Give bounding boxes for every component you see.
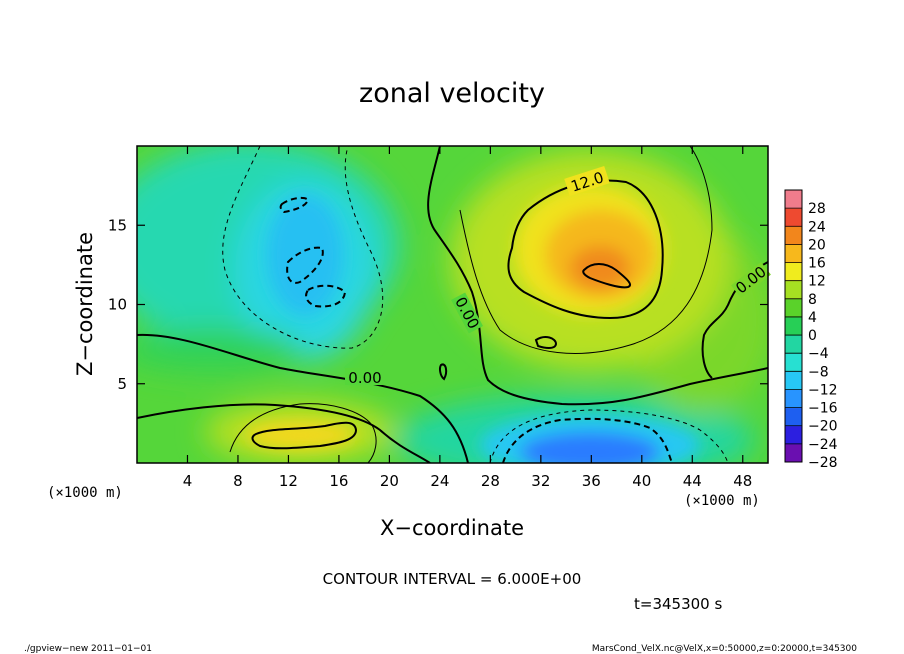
- colorbar-swatch: [785, 190, 802, 209]
- footer-left: ./gpview−new 2011−01−01: [24, 644, 152, 654]
- y-tick-label: 5: [117, 375, 127, 393]
- x-tick-label: 32: [531, 472, 550, 490]
- x-tick-label: 24: [430, 472, 449, 490]
- colorbar-swatch: [785, 262, 802, 282]
- x-tick-label: 20: [380, 472, 399, 490]
- colorbar-swatch: [785, 389, 802, 409]
- zero-contour-line: [427, 146, 768, 406]
- chart-title: zonal velocity: [359, 78, 545, 109]
- colorbar-swatch: [785, 425, 802, 445]
- x-tick-label: 8: [233, 472, 243, 490]
- y-axis: 5 10 15: [108, 216, 768, 393]
- colorbar-swatch: [785, 280, 802, 300]
- y-tick-label: 15: [108, 216, 127, 234]
- colorbar-label: 20: [808, 237, 826, 253]
- y-axis-label: Z−coordinate: [73, 232, 97, 376]
- thin-contour-dashed: [222, 146, 384, 349]
- colorbar-label: 24: [808, 219, 826, 235]
- zero-contour-line: [137, 403, 431, 463]
- colorbar-swatch: [785, 371, 802, 390]
- colorbar-label: 4: [808, 310, 817, 326]
- colorbar-label: 28: [808, 201, 826, 217]
- field-region-left-blue: [267, 195, 343, 315]
- time-text: t=345300 s: [634, 595, 722, 613]
- small-contour-blob: [534, 336, 558, 349]
- field-region-lower-left-yellow: [245, 421, 355, 449]
- colorbar-swatch: [785, 244, 802, 264]
- x-tick-label: 48: [733, 472, 752, 490]
- contour-interval-text: CONTOUR INTERVAL = 6.000E+00: [323, 570, 582, 588]
- x-unit-label-right: (×1000 m): [684, 493, 760, 509]
- colorbar-label: 8: [808, 292, 817, 308]
- negative-contour-dashed: [502, 417, 673, 463]
- x-tick-label: 28: [481, 472, 500, 490]
- x-tick-label: 16: [329, 472, 348, 490]
- colorbar-swatch: [785, 226, 802, 245]
- x-tick-label: 4: [183, 472, 193, 490]
- contour-label: 0.00: [348, 369, 381, 387]
- zero-contour-line: [137, 333, 469, 463]
- colorbar-label: −8: [808, 364, 829, 380]
- x-tick-label: 12: [279, 472, 298, 490]
- thin-contour-positive: [229, 403, 377, 463]
- x-axis: 4 8 12 16 20 24 28 32 36 40 44 48: [183, 146, 752, 490]
- negative-contour-dashed: [286, 246, 324, 284]
- x-axis-label: X−coordinate: [380, 516, 524, 540]
- colorbar: 28 24 20 16 12 8 4 0 −4 −8 −12 −16 −20 −24 −28: [784, 189, 838, 471]
- colorbar-label: 0: [808, 328, 817, 344]
- x-tick-label: 36: [582, 472, 601, 490]
- colorbar-label: −28: [808, 455, 838, 471]
- y-tick-label: 10: [108, 296, 127, 314]
- colorbar-label: 12: [808, 274, 826, 290]
- colorbar-label: −4: [808, 346, 829, 362]
- colorbar-swatch: [785, 316, 802, 336]
- colorbar-label: 16: [808, 256, 826, 272]
- colorbar-swatch: [785, 298, 802, 318]
- colorbar-swatch: [785, 353, 802, 372]
- positive-18-contour: [582, 263, 632, 289]
- colorbar-swatch: [785, 335, 802, 354]
- negative-contour-dashed: [279, 196, 310, 214]
- colorbar-swatch: [785, 208, 802, 227]
- colorbar-swatch: [785, 443, 802, 463]
- colorbar-label: −16: [808, 401, 838, 417]
- small-contour-blob: [439, 363, 448, 381]
- x-tick-label: 44: [683, 472, 702, 490]
- positive-12-contour: [507, 179, 664, 320]
- colorbar-swatch: [785, 407, 802, 427]
- thin-contour-positive: [459, 146, 713, 354]
- colorbar-label: −24: [808, 437, 838, 453]
- x-unit-label-left: (×1000 m): [47, 485, 123, 501]
- colorbar-label: −12: [808, 382, 838, 398]
- footer-right: MarsCond_VelX.nc@VelX,x=0:50000,z=0:2000…: [592, 644, 857, 654]
- shaded-field: [137, 146, 768, 463]
- colorbar-label: −20: [808, 419, 838, 435]
- field-region-low-blue: [520, 432, 660, 463]
- x-tick-label: 40: [632, 472, 651, 490]
- field-region-orange-core: [570, 246, 630, 290]
- positive-12-contour-lower-left: [251, 421, 358, 450]
- negative-contour-dashed: [305, 284, 347, 308]
